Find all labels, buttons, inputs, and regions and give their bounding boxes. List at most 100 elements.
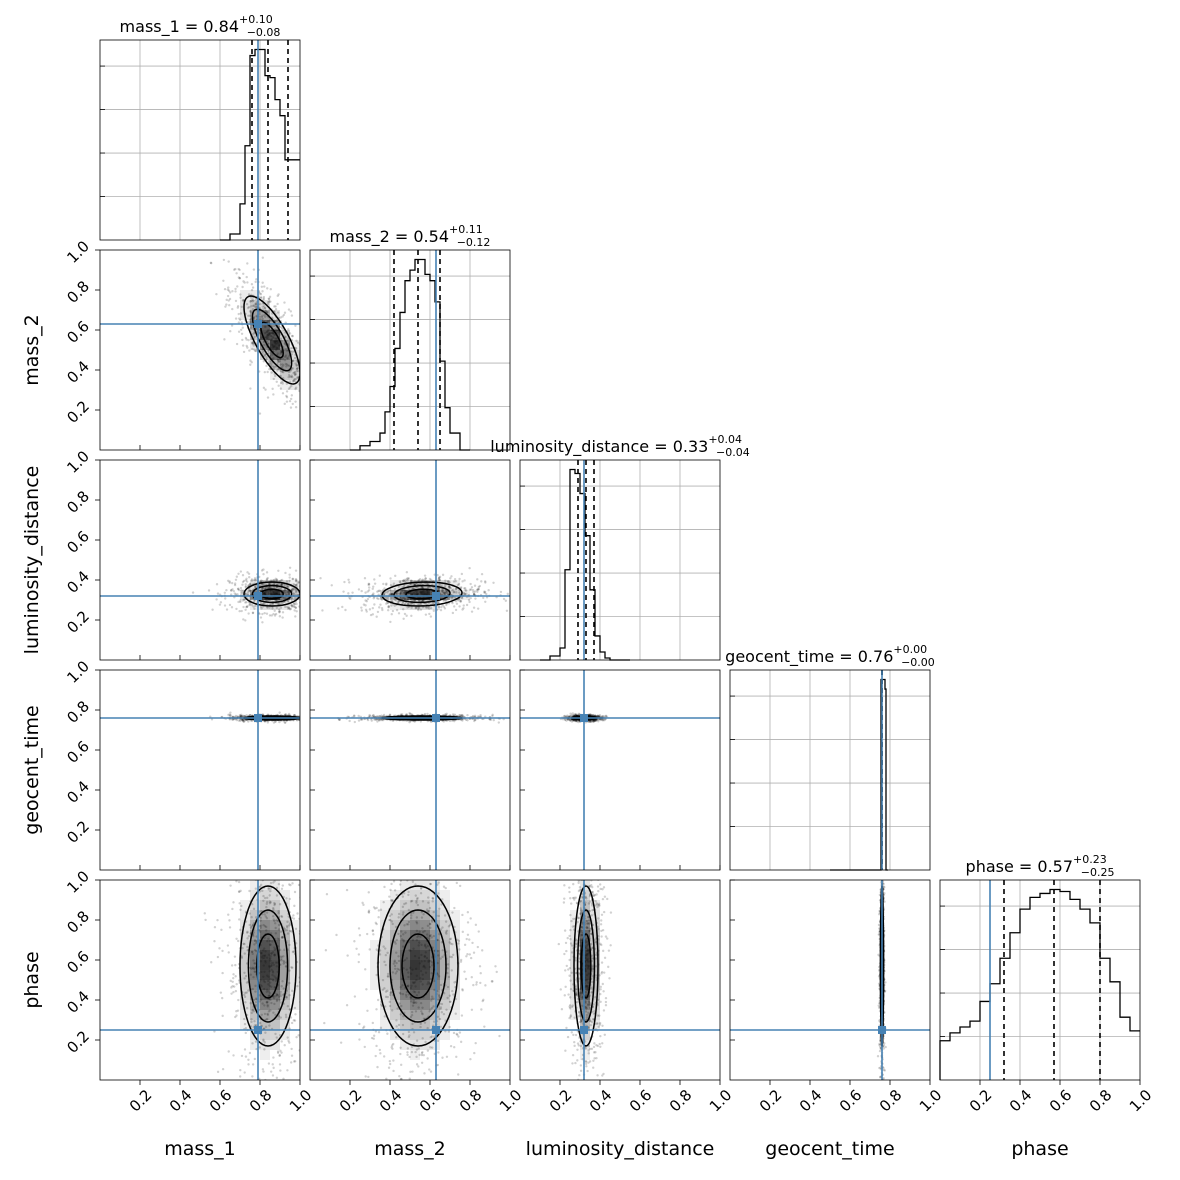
x-tick-label: 0.6 [836, 1086, 866, 1116]
x-tick-label: 1.0 [1126, 1086, 1156, 1116]
y-tick-label: 0.2 [63, 397, 93, 427]
truth-marker [254, 320, 262, 328]
panel-title-phase: phase = 0.57+0.23 −0.25 [966, 853, 1115, 879]
contour-3 [573, 885, 599, 1047]
x-tick-label: 0.8 [876, 1086, 906, 1116]
contour-1 [256, 933, 280, 999]
scatter-panel-mass_2-vs-phase [309, 879, 511, 1081]
panel-title-mass_1: mass_1 = 0.84+0.10 −0.08 [120, 13, 281, 39]
scatter-panel-mass_2-vs-geocent_time [309, 669, 511, 871]
x-tick-label: 1.0 [496, 1086, 526, 1116]
contour-1 [580, 933, 592, 999]
hist-panel-luminosity_distance: luminosity_distance = 0.33+0.04 −0.04 [490, 433, 750, 661]
y-tick-label: 0.8 [63, 697, 93, 727]
y-tick-label: 0.6 [63, 527, 93, 557]
histogram-luminosity_distance [540, 468, 630, 661]
truth-marker [580, 714, 588, 722]
contour-2 [576, 909, 596, 1023]
x-tick-label: 0.4 [586, 1086, 616, 1116]
panel-frame [309, 669, 511, 871]
scatter-panel-luminosity_distance-vs-geocent_time [519, 669, 721, 871]
x-axis-label-mass_1: mass_1 [164, 1138, 236, 1160]
panel-frame [519, 669, 721, 871]
x-tick-label: 0.2 [336, 1086, 366, 1116]
x-tick-label: 0.8 [456, 1086, 486, 1116]
x-tick-label: 0.4 [796, 1086, 826, 1116]
contour-3 [243, 295, 300, 385]
histogram-geocent_time [830, 678, 888, 871]
truth-marker [254, 714, 262, 722]
truth-marker [254, 592, 262, 600]
x-axis-geocent_time: 0.2 0.4 0.6 0.8 1.0 geocent_time [756, 1080, 946, 1160]
y-axis-label-mass_2: mass_2 [21, 314, 43, 386]
truth-marker [432, 592, 440, 600]
histogram-phase [939, 888, 1140, 1080]
scatter-panel-mass_2-vs-luminosity_distance [309, 459, 511, 661]
x-axis-luminosity_distance: 0.2 0.4 0.6 0.8 1.0 luminosity_distance [526, 1080, 736, 1160]
contour-3 [239, 885, 297, 1047]
scatter-panel-luminosity_distance-vs-phase [519, 879, 721, 1081]
panel-frame [99, 669, 301, 871]
contour-2 [251, 584, 293, 604]
panel-frame [99, 879, 301, 1081]
contour-2 [389, 909, 447, 1023]
x-axis-label-mass_2: mass_2 [374, 1138, 446, 1160]
y-tick-label: 0.6 [63, 737, 93, 767]
x-axis-mass_2: 0.2 0.4 0.6 0.8 1.0 mass_2 [336, 1080, 526, 1160]
panel-frame [99, 249, 301, 451]
x-axis-mass_1: 0.2 0.4 0.6 0.8 1.0 mass_1 [126, 1080, 316, 1160]
y-axis-mass_2: 0.2 0.4 0.6 0.8 1.0 mass_2 [21, 237, 100, 427]
x-tick-label: 0.6 [1046, 1086, 1076, 1116]
y-tick-label: 1.0 [63, 657, 93, 687]
histogram-mass_2 [350, 258, 470, 451]
x-tick-label: 0.4 [166, 1086, 196, 1116]
y-tick-label: 1.0 [63, 867, 93, 897]
panel-title-geocent_time: geocent_time = 0.76+0.00 −0.00 [725, 643, 935, 669]
x-tick-label: 0.6 [416, 1086, 446, 1116]
truth-marker [432, 1026, 440, 1034]
y-tick-label: 0.8 [63, 907, 93, 937]
x-tick-label: 0.6 [626, 1086, 656, 1116]
y-axis-label-luminosity_distance: luminosity_distance [21, 466, 43, 655]
x-tick-label: 0.2 [756, 1086, 786, 1116]
panel-frame [729, 879, 931, 1081]
x-tick-label: 0.2 [966, 1086, 996, 1116]
x-axis-label-phase: phase [1011, 1138, 1068, 1160]
scatter-panel-mass_1-vs-mass_2 [99, 249, 301, 451]
panel-frame [939, 879, 1141, 1081]
x-tick-label: 0.8 [1086, 1086, 1116, 1116]
truth-marker [878, 1026, 886, 1034]
contour-2 [247, 909, 289, 1023]
x-tick-label: 1.0 [916, 1086, 946, 1116]
x-axis-label-geocent_time: geocent_time [765, 1138, 894, 1160]
histogram-mass_1 [220, 48, 300, 241]
panel-frame [519, 459, 721, 661]
y-tick-label: 0.4 [63, 987, 93, 1017]
y-axis-geocent_time: 0.2 0.4 0.6 0.8 1.0 geocent_time [21, 657, 100, 847]
x-tick-label: 0.6 [206, 1086, 236, 1116]
y-tick-label: 1.0 [63, 447, 93, 477]
panel-frame [309, 459, 511, 661]
panel-title-mass_2: mass_2 = 0.54+0.11 −0.12 [330, 223, 491, 249]
y-tick-label: 0.6 [63, 947, 93, 977]
hist-panel-mass_2: mass_2 = 0.54+0.11 −0.12 [309, 223, 511, 451]
panel-frame [99, 39, 301, 241]
scatter-panel-mass_1-vs-geocent_time [99, 669, 301, 871]
contour-1 [405, 588, 439, 600]
y-tick-label: 0.2 [63, 817, 93, 847]
y-tick-label: 0.4 [63, 777, 93, 807]
x-tick-label: 0.8 [666, 1086, 696, 1116]
panel-frame [519, 879, 721, 1081]
contour-2 [251, 308, 293, 372]
contour-3 [243, 581, 300, 607]
x-tick-label: 0.2 [126, 1086, 156, 1116]
x-tick-label: 0.4 [376, 1086, 406, 1116]
y-axis-luminosity_distance: 0.2 0.4 0.6 0.8 1.0 luminosity_distance [21, 447, 100, 654]
x-tick-label: 1.0 [706, 1086, 736, 1116]
density-map [370, 880, 460, 1060]
truth-marker [432, 714, 440, 722]
panel-frame [309, 249, 511, 451]
y-tick-label: 0.6 [63, 317, 93, 347]
panel-frame [309, 879, 511, 1081]
